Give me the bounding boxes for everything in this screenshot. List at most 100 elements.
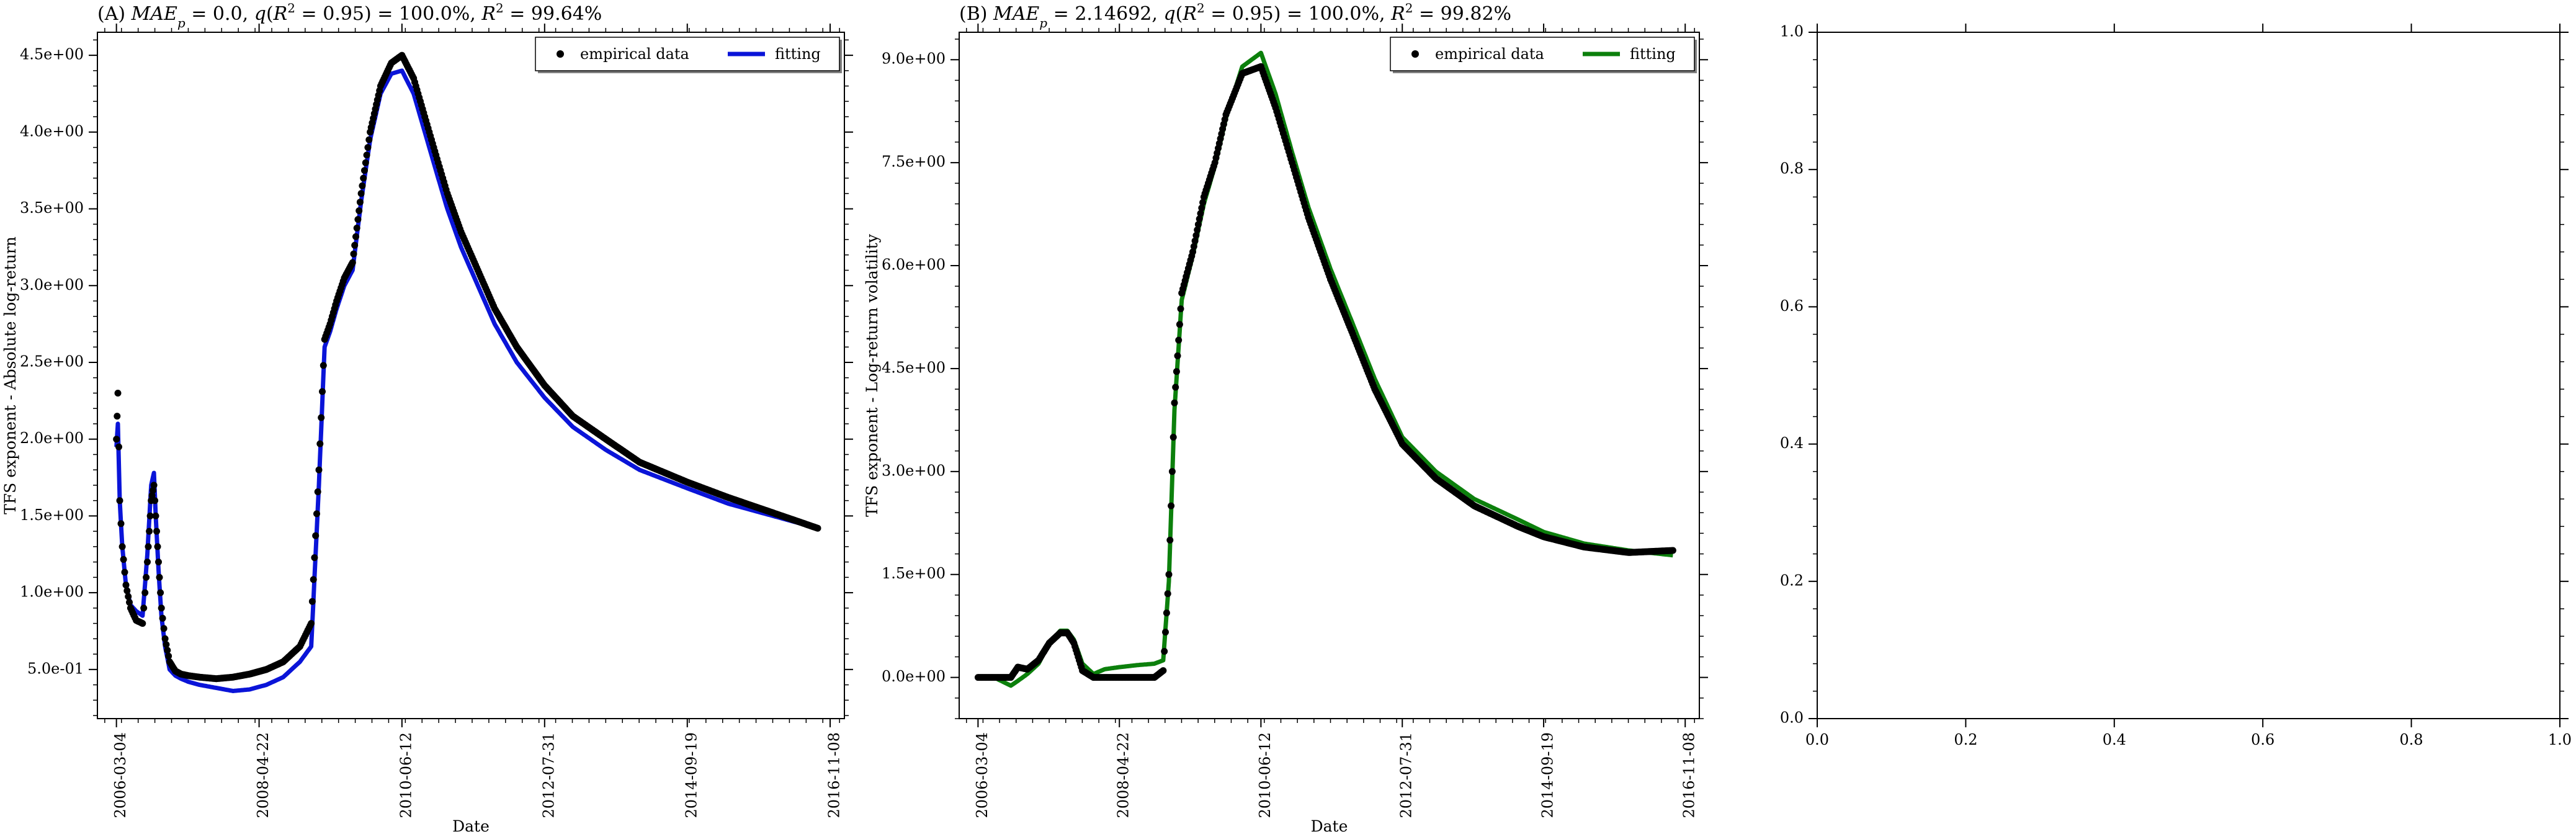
fitting-line xyxy=(114,68,819,693)
title-part: 2 xyxy=(1197,1,1205,16)
empirical-data-point xyxy=(318,414,325,421)
empirical-data-point xyxy=(126,599,133,606)
chart-title: (A) MAEp = 0.0, q(R2 = 0.95) = 100.0%, R… xyxy=(97,1,602,30)
empirical-data-point xyxy=(1169,434,1177,441)
y-tick-label: 2.5e+00 xyxy=(20,352,84,370)
empirical-data-point xyxy=(315,466,323,473)
axes-frame xyxy=(97,32,845,719)
empirical-data-point xyxy=(308,598,316,605)
empirical-data-point xyxy=(1171,399,1178,406)
empirical-data-point xyxy=(1164,590,1171,598)
y-tick-label: 1.5e+00 xyxy=(882,565,946,582)
x-tick-label: 2014-09-19 xyxy=(682,732,700,818)
empirical-data-point xyxy=(155,559,162,566)
empirical-data-point xyxy=(1194,227,1201,233)
empirical-data-point xyxy=(148,491,156,499)
empirical-data-point xyxy=(1168,468,1176,475)
empirical-data-point xyxy=(319,388,326,395)
y-tick-label: 7.5e+00 xyxy=(882,153,946,171)
empirical-data-point xyxy=(1177,305,1184,313)
legend-label-empirical: empirical data xyxy=(1435,45,1544,63)
chart-title: (B) MAEp = 2.14692, q(R2 = 0.95) = 100.0… xyxy=(959,1,1511,30)
empirical-data-point xyxy=(350,250,357,258)
x-tick-label: 2012-07-31 xyxy=(1398,732,1415,818)
empirical-data-point xyxy=(1175,336,1183,344)
chart-panel-c: 0.0 0.2 0.4 0.6 0.8 1.0 0.0 0.2 0.4 0.6 0.8 1.0 xyxy=(1780,23,2572,749)
title-part: R xyxy=(273,3,288,25)
y-tick-label: 0.8 xyxy=(1780,160,1804,177)
x-tick-label: 2014-09-19 xyxy=(1539,732,1557,818)
fitting-line xyxy=(977,50,1675,688)
empirical-data-point xyxy=(113,436,120,443)
empirical-data-point xyxy=(1172,384,1179,391)
empirical-data-point xyxy=(1168,502,1175,509)
y-tick-label: 0.0 xyxy=(1780,709,1804,727)
chart-panel-a: 2006-03-04 2008-04-22 2010-06-12 2012-07-31… xyxy=(1,1,853,835)
empirical-data-point xyxy=(362,159,369,166)
empirical-data-point xyxy=(144,559,151,566)
legend-box xyxy=(535,37,840,71)
empirical-data-point xyxy=(125,593,132,600)
title-part: R xyxy=(481,3,496,25)
axes-frame xyxy=(959,32,1700,719)
title-part: q xyxy=(1163,3,1175,25)
empirical-data-point xyxy=(359,182,366,189)
title-part: = 0.0, xyxy=(186,3,254,25)
y-tick-label: 2.0e+00 xyxy=(20,429,84,447)
title-part: q xyxy=(254,3,266,25)
title-part: p xyxy=(1039,16,1047,30)
empirical-data-point xyxy=(160,625,168,632)
axes-frame xyxy=(1817,32,2560,719)
y-tick-label: 3.0e+00 xyxy=(882,462,946,479)
y-tick-label: 1.0e+00 xyxy=(20,583,84,601)
empirical-data-point xyxy=(150,487,157,494)
empirical-data-point xyxy=(311,554,318,562)
empirical-data-point xyxy=(152,512,159,519)
empirical-data-point xyxy=(114,390,122,397)
empirical-data-point xyxy=(361,167,368,174)
empirical-data-point xyxy=(1669,547,1676,554)
x-tick-label: 0.2 xyxy=(1954,731,1977,748)
empirical-data-point xyxy=(158,604,165,612)
empirical-data-point xyxy=(140,604,148,612)
empirical-data-point xyxy=(308,620,315,627)
empirical-data-point xyxy=(1174,352,1181,359)
empirical-data-point xyxy=(320,362,327,369)
x-tick-label: 2008-04-22 xyxy=(1115,732,1132,818)
y-tick-label: 6.0e+00 xyxy=(882,256,946,274)
x-tick-label: 0.6 xyxy=(2251,731,2274,748)
empirical-data-point xyxy=(352,233,359,240)
empirical-data-point xyxy=(151,497,159,505)
title-part: = 99.64% xyxy=(504,3,602,25)
y-tick-label: 1.5e+00 xyxy=(20,506,84,524)
empirical-data-point xyxy=(116,497,123,505)
y-tick-label: 4.5e+00 xyxy=(20,46,84,63)
empirical-data-point xyxy=(1190,243,1197,250)
empirical-data-point xyxy=(157,589,164,596)
empirical-data-point xyxy=(146,512,154,519)
y-tick-label: 0.0e+00 xyxy=(882,668,946,685)
x-tick-label: 2010-06-12 xyxy=(1256,732,1274,818)
title-part: 2 xyxy=(1405,1,1413,16)
empirical-data-point xyxy=(123,587,131,594)
empirical-data-point xyxy=(115,443,122,451)
empirical-data-point xyxy=(1163,609,1170,617)
y-tick-label: 5.0e-01 xyxy=(27,660,84,677)
empirical-data-point xyxy=(312,532,320,539)
empirical-data-point xyxy=(353,225,360,231)
empirical-data-point xyxy=(349,259,356,266)
empirical-data-point xyxy=(1166,536,1174,544)
chart-panel-b: 2006-03-04 2008-04-22 2010-06-12 2012-07-31… xyxy=(863,1,1708,835)
empirical-data-point xyxy=(1192,231,1200,239)
empirical-data-point xyxy=(356,207,363,215)
title-part: ( xyxy=(266,3,274,25)
empirical-data-point xyxy=(165,652,172,660)
empirical-data-point xyxy=(154,543,161,550)
title-part: (A) xyxy=(97,3,132,25)
empirical-data-point xyxy=(1165,571,1173,578)
y-tick-label: 4.5e+00 xyxy=(882,359,946,376)
x-tick-label: 0.4 xyxy=(2103,731,2126,748)
y-tick-label: 0.2 xyxy=(1780,572,1804,589)
empirical-data-point xyxy=(161,635,169,642)
empirical-data-point xyxy=(141,589,149,596)
